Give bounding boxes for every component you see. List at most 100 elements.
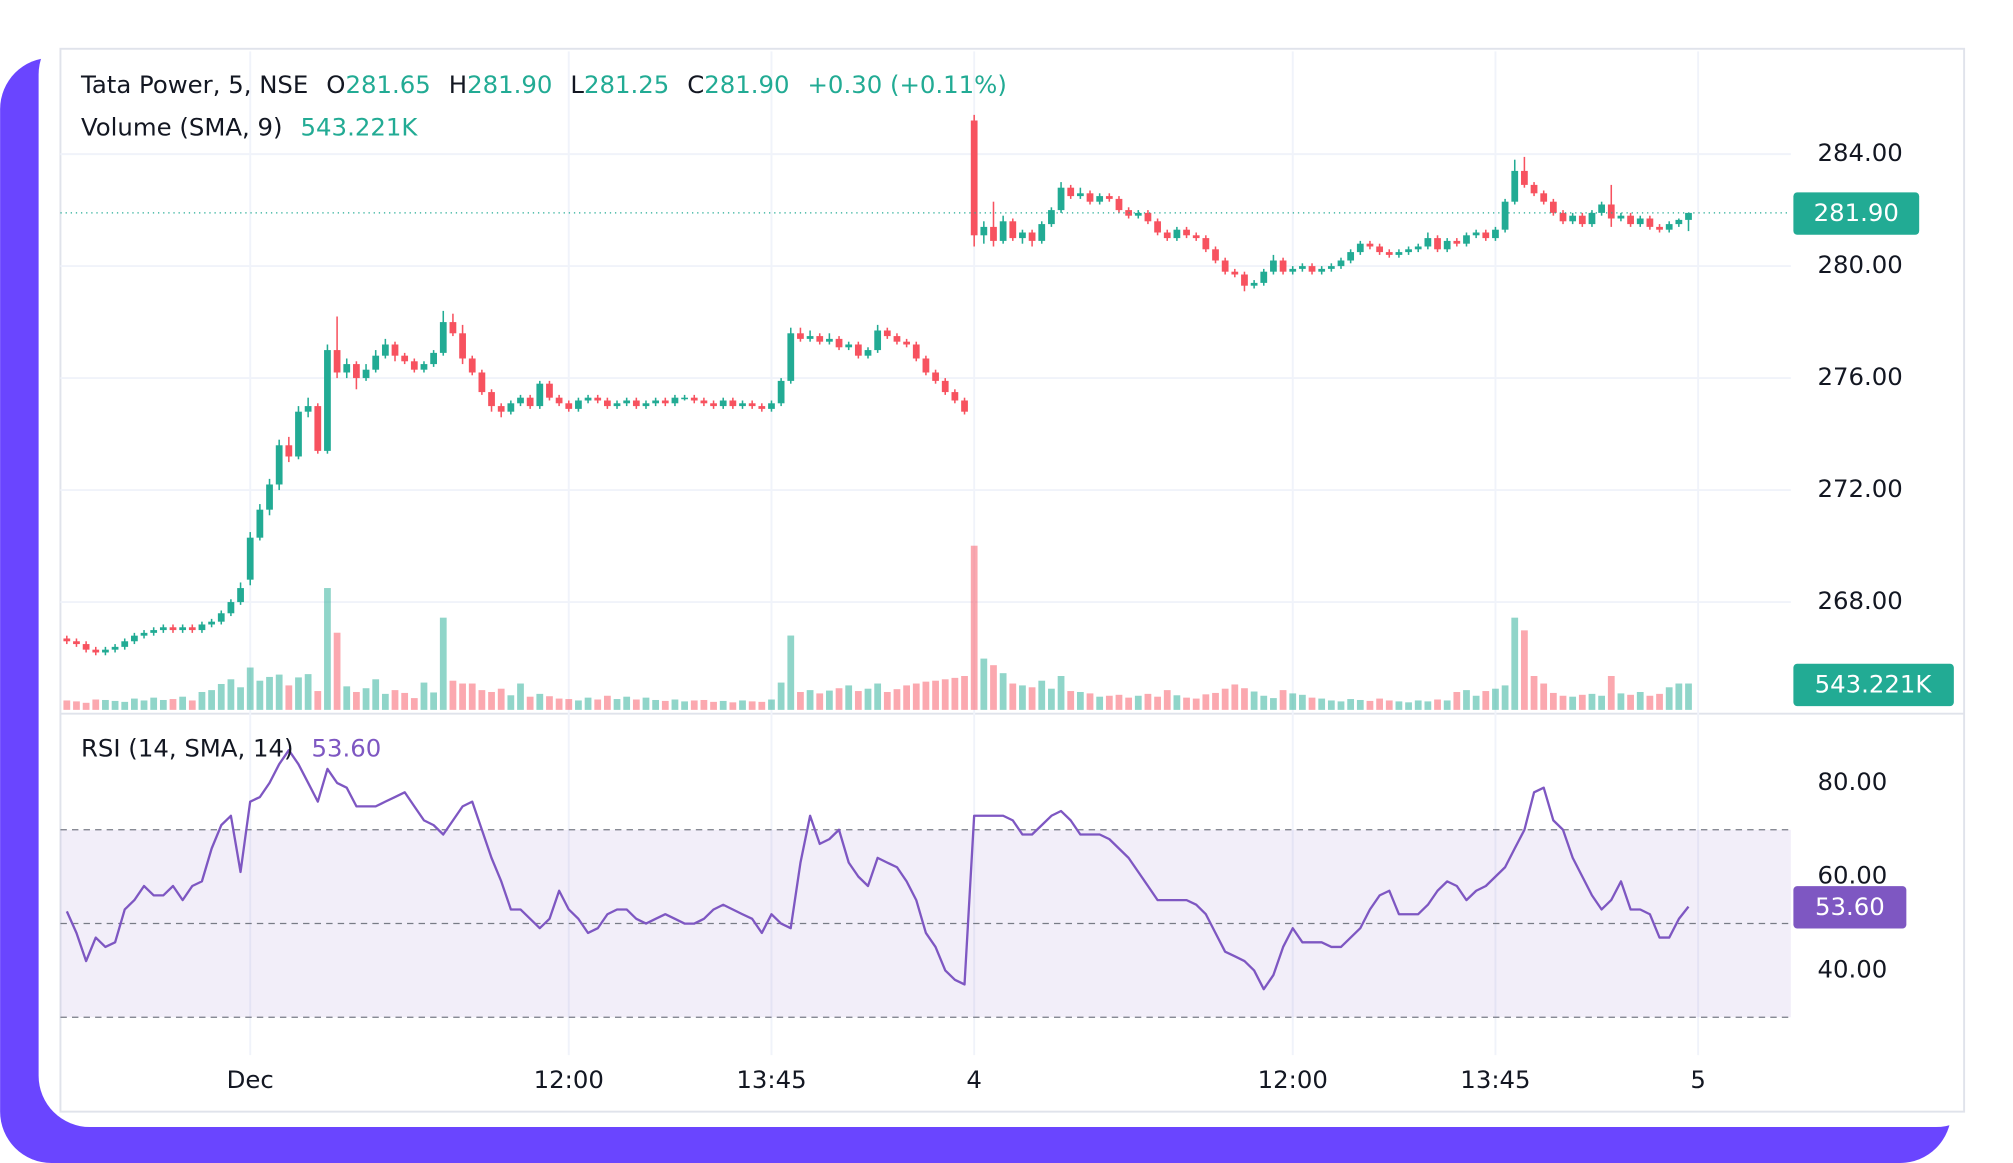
volume-bar xyxy=(613,699,621,710)
volume-bar xyxy=(295,677,302,710)
axis-labels: Dec 12:00 13:45 4 12:00 13:45 5 268.00 272.00 276… xyxy=(227,138,1954,1094)
volume-bar xyxy=(381,693,389,710)
candle-body xyxy=(1482,232,1490,239)
volume-bar xyxy=(1192,698,1200,710)
x-tick-label: 5 xyxy=(1690,1065,1706,1094)
volume-bar xyxy=(517,683,524,710)
candle-body xyxy=(304,406,312,412)
volume-bar xyxy=(1183,697,1190,710)
candle-body xyxy=(1578,215,1586,225)
volume-bar xyxy=(575,700,582,710)
volume-bar xyxy=(1212,692,1219,710)
candle-body xyxy=(179,627,187,631)
candle-body xyxy=(1472,232,1480,236)
candle-body xyxy=(1299,266,1306,269)
volume-bar xyxy=(1048,688,1055,710)
candle-body xyxy=(1414,246,1422,250)
volume-bar xyxy=(1019,685,1026,710)
candle-body xyxy=(922,358,930,373)
volume-bar xyxy=(758,701,766,710)
volume-bar xyxy=(1154,696,1161,710)
volume-bar xyxy=(1318,698,1326,710)
volume-bar xyxy=(1337,701,1345,710)
volume-bar xyxy=(1173,695,1181,710)
candle-body xyxy=(140,632,148,636)
volume-bar xyxy=(227,679,235,710)
volume-bar xyxy=(1665,687,1673,710)
candle-body xyxy=(1183,229,1190,236)
candle-body xyxy=(1530,184,1538,194)
volume-bar xyxy=(1540,683,1548,710)
candle-body xyxy=(980,226,988,236)
volume-bar xyxy=(353,691,360,710)
candle-body xyxy=(1134,212,1142,216)
candle-body xyxy=(121,641,129,647)
candle-body xyxy=(256,509,264,538)
candle-body xyxy=(391,344,399,356)
volume-bar xyxy=(999,673,1007,710)
candle-body xyxy=(73,641,80,645)
candle-body xyxy=(970,120,978,236)
volume-bar xyxy=(1105,695,1113,710)
volume-bar xyxy=(719,700,727,710)
high-prefix: H xyxy=(449,70,467,99)
volume-bar xyxy=(951,677,959,710)
volume-bar xyxy=(140,700,148,710)
volume-bar xyxy=(729,702,737,710)
volume-bar xyxy=(1028,687,1036,710)
volume-bar xyxy=(893,689,901,710)
volume-bar xyxy=(188,700,196,710)
volume-bar xyxy=(256,680,264,710)
candle-body xyxy=(642,403,650,407)
close-prefix: C xyxy=(687,70,704,99)
volume-sma-box xyxy=(1793,663,1954,707)
volume-bar xyxy=(1221,688,1229,710)
volume-bar xyxy=(1327,700,1335,710)
volume-bar xyxy=(63,700,71,710)
candle-body xyxy=(584,397,592,401)
candle-body xyxy=(1115,198,1123,211)
rsi-band xyxy=(60,829,1791,1018)
volume-bar xyxy=(1299,694,1306,710)
candle-body xyxy=(1395,252,1403,255)
volume-bar xyxy=(1598,695,1606,710)
volume-bar xyxy=(1646,695,1654,710)
volume-bar xyxy=(1376,698,1383,710)
candle-body xyxy=(719,400,727,407)
candle-body xyxy=(1521,170,1528,185)
volume-bar xyxy=(555,698,563,710)
volume-bar xyxy=(266,676,273,710)
volume-bar xyxy=(324,588,331,710)
volume-bar xyxy=(681,701,688,710)
volume-bar xyxy=(1656,693,1663,710)
candle-body xyxy=(227,602,235,614)
volume-bar xyxy=(1163,690,1171,710)
candle-body xyxy=(951,392,959,401)
candle-body xyxy=(826,338,833,342)
candle-body xyxy=(536,383,544,407)
candle-body xyxy=(266,484,273,510)
candle-body xyxy=(1685,212,1692,220)
volume-bars xyxy=(63,545,1692,710)
volume-bar xyxy=(768,699,775,710)
volume-bar xyxy=(1038,680,1046,710)
candle-body xyxy=(1270,260,1277,272)
volume-bar xyxy=(1617,693,1625,710)
candle-body xyxy=(1038,224,1046,241)
volume-bar xyxy=(449,680,457,710)
volume-bar xyxy=(526,696,534,710)
candle-body xyxy=(488,392,495,407)
candle-body xyxy=(82,644,90,650)
volume-bar xyxy=(1096,696,1104,710)
candle-body xyxy=(565,403,573,409)
volume-bar xyxy=(922,681,930,710)
candle-body xyxy=(845,344,853,348)
volume-bar xyxy=(179,696,187,710)
candle-body xyxy=(1607,204,1615,219)
card xyxy=(38,23,1988,1128)
candle-body xyxy=(362,369,370,379)
volume-bar xyxy=(1414,700,1422,710)
volume-bar xyxy=(430,692,437,710)
candle-body xyxy=(893,336,901,342)
candle-body xyxy=(1356,243,1364,253)
